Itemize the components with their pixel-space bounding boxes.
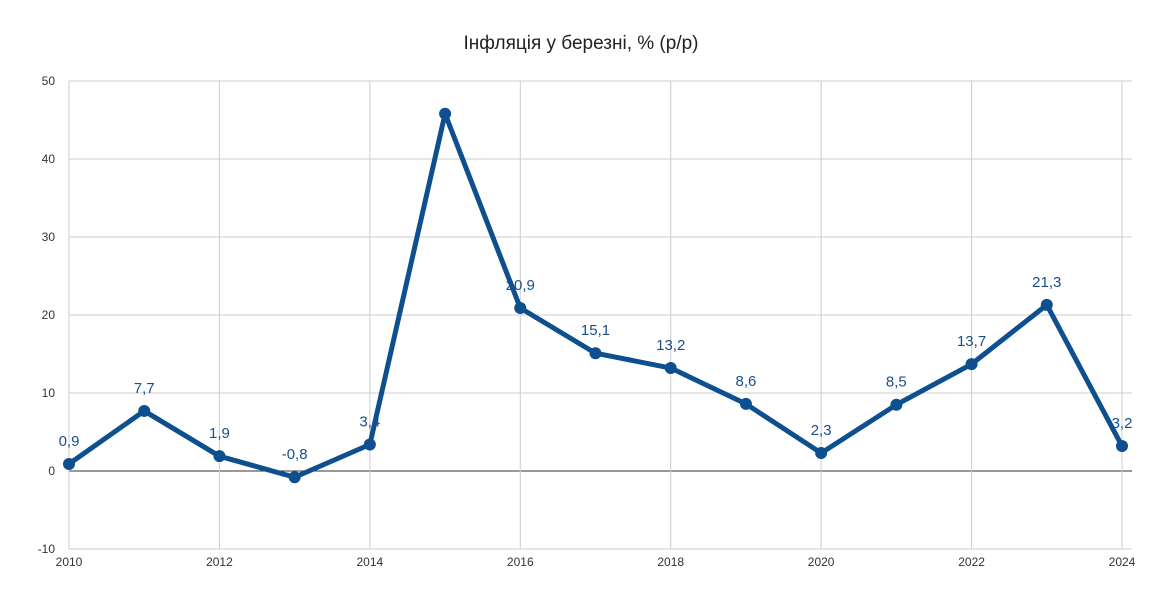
x-tick-label: 2012: [206, 555, 233, 569]
data-label: 8,5: [886, 374, 907, 391]
data-label: 3,4: [359, 413, 380, 430]
data-label: 15,1: [581, 322, 610, 339]
y-tick-label: 20: [42, 308, 56, 322]
data-point: [815, 447, 828, 460]
data-label: 7,7: [134, 380, 155, 397]
data-label: 1,9: [209, 425, 230, 442]
data-point: [890, 398, 903, 411]
x-tick-label: 2016: [507, 555, 534, 569]
data-point: [63, 457, 75, 470]
data-point: [1116, 440, 1128, 453]
data-label: 8,6: [735, 373, 756, 390]
data-point: [1040, 298, 1053, 311]
y-tick-label: 40: [42, 152, 56, 166]
y-tick-label: 10: [42, 386, 56, 400]
x-tick-label: 2014: [357, 555, 384, 569]
data-label: 0,9: [59, 433, 80, 450]
y-tick-label: 50: [42, 74, 56, 88]
x-tick-label: 2020: [808, 555, 835, 569]
data-label: 21,3: [1032, 274, 1061, 291]
y-tick-label: 30: [42, 230, 56, 244]
data-label: 13,2: [656, 337, 685, 354]
data-point: [288, 471, 301, 484]
series-line-group: [66, 111, 1125, 480]
data-labels: 0,9 7,7 1,9 -0,8 3,4 20,9 15,1 13,2 8,6 2,3 8,5 13,…: [59, 274, 1133, 463]
data-points: [63, 107, 1128, 484]
series-line: [66, 111, 1125, 480]
x-tick-label: 2022: [958, 555, 985, 569]
data-point: [439, 107, 452, 120]
x-tick-label: 2024: [1109, 555, 1136, 569]
data-point: [664, 362, 677, 375]
y-tick-label: -10: [38, 542, 56, 556]
data-label: 3,2: [1112, 415, 1133, 432]
data-label: -0,8: [282, 446, 308, 463]
grid-lines: [68, 80, 1132, 550]
data-point: [965, 358, 978, 371]
axis-labels: -10 0 10 20 30 40 50 2010 2012 2014 2016 2018 2020 20…: [38, 74, 1136, 569]
x-tick-label: 2010: [56, 555, 83, 569]
data-point: [739, 397, 752, 410]
data-point: [514, 301, 527, 314]
data-label: 2,3: [811, 422, 832, 439]
data-point: [589, 347, 602, 360]
data-point: [213, 450, 226, 463]
data-point: [363, 438, 376, 451]
data-label: 13,7: [957, 333, 986, 350]
data-label: 20,9: [506, 277, 535, 294]
x-tick-label: 2018: [657, 555, 684, 569]
y-tick-label: 0: [48, 464, 55, 478]
chart-title: Інфляція у березні, % (р/р): [464, 33, 699, 54]
data-point: [138, 404, 151, 417]
